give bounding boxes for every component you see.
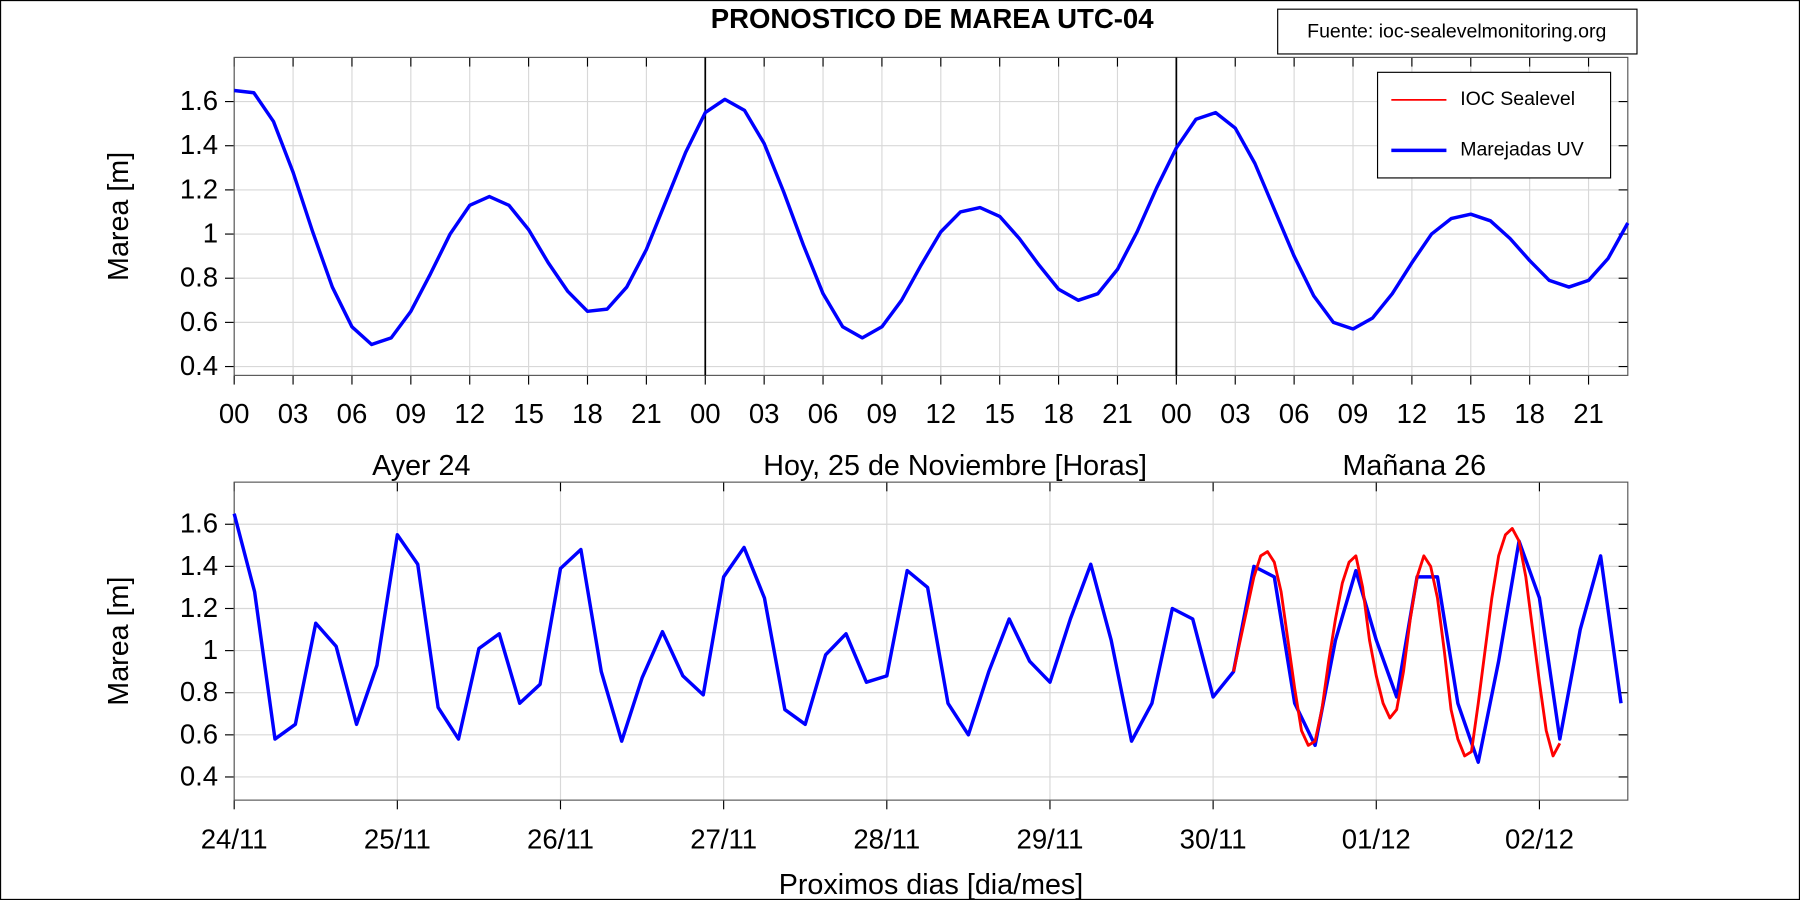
x-tick-label: 03 <box>278 398 309 429</box>
legend-label: Marejadas UV <box>1460 139 1584 161</box>
y-tick-label: 0.8 <box>180 676 218 707</box>
x-tick-label: 24/11 <box>201 824 268 855</box>
x-tick-label: 30/11 <box>1180 824 1247 855</box>
plot-frame <box>233 481 1629 801</box>
y-tick-label: 0.4 <box>180 350 218 381</box>
x-tick-label: 26/11 <box>527 824 594 855</box>
y-tick-label: 1.4 <box>180 129 218 160</box>
x-tick-label: 03 <box>1220 398 1251 429</box>
x-tick-label: 15 <box>1455 398 1486 429</box>
x-tick-label: 09 <box>1338 398 1369 429</box>
x-tick-label: 25/11 <box>364 824 431 855</box>
legend-box <box>1376 71 1612 179</box>
x-axis-label: Proximos dias [dia/mes] <box>779 869 1084 900</box>
x-tick-label: 18 <box>1043 398 1074 429</box>
x-tick-label: 00 <box>690 398 721 429</box>
x-tick-label: 21 <box>631 398 662 429</box>
title: PRONOSTICO DE MAREA UTC-04 <box>711 3 1155 34</box>
y-tick-label: 1 <box>203 634 218 665</box>
x-tick-label: 12 <box>454 398 485 429</box>
y-tick-label: 1.2 <box>180 592 218 623</box>
x-tick-label: 21 <box>1573 398 1604 429</box>
x-tick-label: 27/11 <box>690 824 757 855</box>
y-tick-label: 0.6 <box>180 306 218 337</box>
x-tick-label: 09 <box>396 398 427 429</box>
plot-frame <box>233 56 1629 376</box>
x-tick-label: 03 <box>749 398 780 429</box>
x-tick-label: 00 <box>219 398 250 429</box>
x-tick-label: 06 <box>1279 398 1310 429</box>
x-tick-label: 21 <box>1102 398 1133 429</box>
source-box <box>1277 8 1638 55</box>
x-tick-label: 12 <box>1397 398 1428 429</box>
x-tick-label: 00 <box>1161 398 1192 429</box>
y-tick-label: 0.6 <box>180 718 218 749</box>
data-line <box>1232 527 1562 758</box>
x-tick-label: 15 <box>513 398 544 429</box>
x-tick-label: 06 <box>337 398 368 429</box>
data-line <box>232 513 1623 764</box>
y-axis-label: Marea [m] <box>103 152 135 281</box>
y-tick-label: 0.8 <box>180 262 218 293</box>
x-axis-label: Hoy, 25 de Noviembre [Horas] <box>763 450 1147 482</box>
y-axis-label: Marea [m] <box>103 577 135 706</box>
y-tick-label: 1.2 <box>180 173 218 204</box>
x-tick-label: 06 <box>808 398 839 429</box>
y-tick-label: 1.6 <box>180 85 218 116</box>
day-annotation: Mañana 26 <box>1343 450 1487 482</box>
y-tick-label: 0.4 <box>180 760 218 791</box>
source: Fuente: ioc-sealevelmonitoring.org <box>1307 20 1606 42</box>
y-tick-label: 1 <box>203 217 218 248</box>
x-tick-label: 02/12 <box>1505 824 1574 855</box>
y-tick-label: 1.6 <box>180 508 218 539</box>
x-tick-label: 28/11 <box>853 824 920 855</box>
x-tick-label: 18 <box>1514 398 1545 429</box>
x-tick-label: 09 <box>867 398 898 429</box>
day-annotation: Ayer 24 <box>372 450 470 482</box>
x-tick-label: 29/11 <box>1017 824 1084 855</box>
data-line <box>233 88 1630 347</box>
x-tick-label: 15 <box>984 398 1015 429</box>
x-tick-label: 01/12 <box>1342 824 1411 855</box>
y-tick-label: 1.4 <box>180 550 218 581</box>
plot-area <box>234 482 1628 801</box>
legend-label: IOC Sealevel <box>1460 88 1575 110</box>
x-tick-label: 12 <box>925 398 956 429</box>
x-tick-label: 18 <box>572 398 603 429</box>
